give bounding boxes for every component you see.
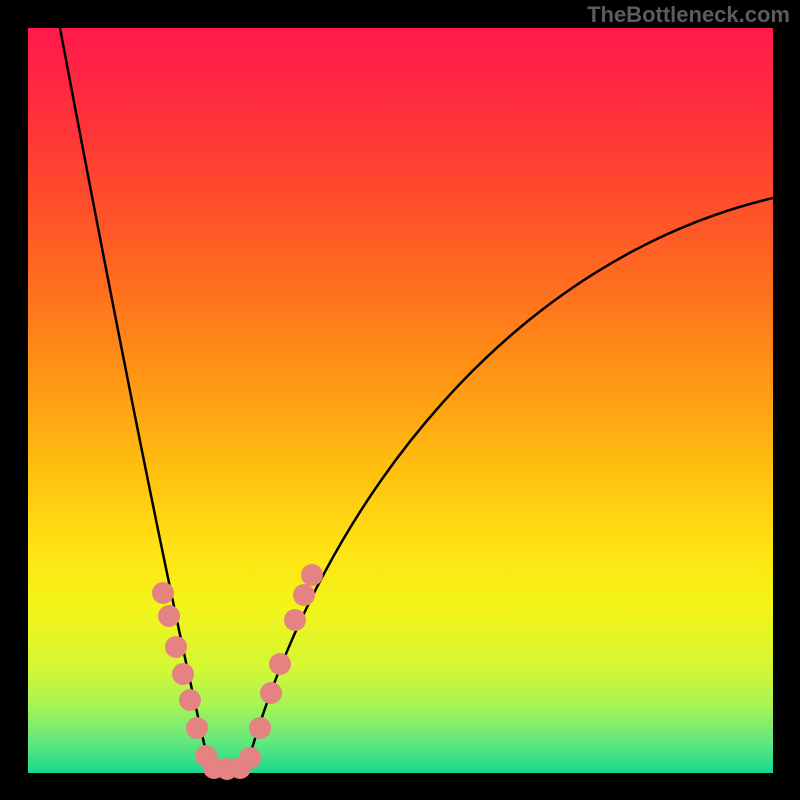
marker-point [239, 747, 261, 769]
marker-point [165, 636, 187, 658]
marker-point [158, 605, 180, 627]
marker-point [293, 584, 315, 606]
marker-point [186, 717, 208, 739]
marker-point [260, 682, 282, 704]
marker-point [152, 582, 174, 604]
plot-area [28, 28, 773, 773]
watermark-text: TheBottleneck.com [587, 2, 790, 28]
marker-point [284, 609, 306, 631]
marker-point [179, 689, 201, 711]
marker-point [249, 717, 271, 739]
markers-layer [28, 28, 773, 773]
marker-point [172, 663, 194, 685]
marker-point [269, 653, 291, 675]
marker-point [301, 564, 323, 586]
